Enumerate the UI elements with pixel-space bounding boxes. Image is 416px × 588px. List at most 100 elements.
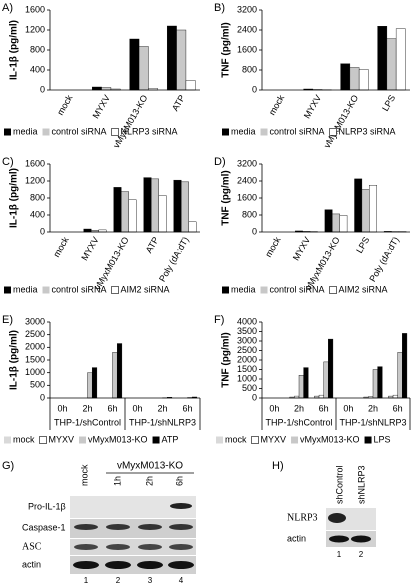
x-tick-label: 0h: [343, 403, 353, 413]
y-tick-label: 0: [40, 392, 45, 402]
y-tick-label: 1200: [25, 175, 45, 185]
legend-swatch: [251, 436, 259, 444]
band: [351, 535, 371, 543]
band: [169, 544, 193, 550]
bar: [372, 369, 378, 399]
y-tick-label: 800: [242, 64, 257, 74]
x-tick-label: ATP: [170, 93, 187, 113]
band: [138, 544, 162, 550]
bar: [181, 181, 189, 233]
bar: [128, 199, 137, 233]
bar: [377, 366, 383, 399]
x-tick-label: vMyxM013-KO: [322, 93, 360, 150]
x-tick-label: MYXV: [302, 93, 323, 120]
x-tick-label: MYXV: [91, 93, 112, 120]
bar: [395, 28, 406, 91]
y-tick-label: 0: [252, 392, 257, 402]
bar: [361, 189, 370, 233]
y-tick-label: 2000: [237, 354, 257, 364]
treatment-label: vMyxM013-KO: [117, 461, 183, 472]
legend-swatch: [291, 436, 299, 444]
y-tick-label: 800: [30, 44, 45, 54]
band: [73, 561, 99, 569]
y-tick-label: 2400: [237, 175, 257, 185]
legend-label: control siRNA: [52, 284, 107, 294]
legend-swatch: [4, 286, 11, 294]
band: [328, 513, 346, 523]
bar: [121, 191, 129, 233]
bar: [377, 26, 388, 91]
row-label: ASC: [22, 541, 42, 552]
y-tick-label: 500: [30, 380, 45, 390]
x-tick-label: 6h: [107, 403, 117, 413]
y-tick-label: 2500: [237, 345, 257, 355]
y-tick-label: 1600: [237, 44, 257, 54]
legend-swatch: [111, 128, 119, 136]
y-tick-label: 2400: [237, 24, 257, 34]
bar: [328, 338, 334, 399]
bar: [185, 80, 196, 91]
panel-label: F): [214, 314, 224, 326]
legend-label: control siRNA: [270, 126, 325, 136]
legend-label: MYXV: [49, 434, 75, 444]
x-tick-label: 0h: [269, 403, 279, 413]
band: [138, 524, 162, 530]
x-tick-label: MYXV: [291, 235, 312, 262]
group-label: THP-1/shControl: [265, 417, 332, 427]
legend-swatch: [364, 436, 372, 444]
legend-label: LPS: [374, 434, 391, 444]
group-label: THP-1/shControl: [54, 417, 121, 427]
legend-swatch: [260, 128, 268, 136]
bar: [91, 86, 102, 91]
bar: [323, 361, 329, 399]
y-axis-title: TNF (pg/ml): [221, 332, 232, 388]
bar: [340, 63, 351, 91]
bar: [87, 372, 93, 399]
y-tick-label: 1200: [25, 24, 45, 34]
panel-label: G): [2, 460, 14, 472]
y-tick-label: 3500: [237, 326, 257, 336]
legend-label: MYXV: [261, 434, 287, 444]
legend-swatch: [4, 128, 11, 136]
bar: [138, 46, 149, 91]
row-label: NLRP3: [287, 512, 318, 523]
legend-label: mock: [225, 434, 247, 444]
bar: [158, 195, 167, 233]
legend-label: AIM2 siRNA: [121, 284, 170, 294]
y-tick-label: 1600: [25, 4, 45, 14]
band: [74, 524, 98, 530]
legend-label: NLRP3 siRNA: [121, 126, 178, 136]
y-tick-label: 2000: [25, 342, 45, 352]
band: [170, 503, 192, 509]
y-tick-label: 1500: [25, 354, 45, 364]
legend-swatch: [260, 286, 268, 294]
panel-label: H): [272, 460, 284, 472]
panel-label: E): [2, 314, 13, 326]
x-tick-label: LPS: [380, 93, 397, 113]
bar: [349, 67, 360, 91]
x-tick-label: 2h: [157, 403, 167, 413]
lane-number: 2: [116, 576, 121, 585]
panel-label: A): [2, 2, 13, 14]
bar: [369, 185, 377, 233]
y-tick-label: 3200: [237, 4, 257, 14]
y-axis-title: IL-1β (pg/ml): [9, 330, 20, 390]
band: [137, 561, 163, 569]
y-tick-label: 400: [30, 209, 45, 219]
y-tick-label: 800: [242, 209, 257, 219]
bar: [332, 213, 340, 233]
bar: [112, 352, 118, 399]
lane-label: 1h: [112, 476, 122, 486]
x-tick-label: LPS: [354, 235, 371, 255]
x-tick-label: 2h: [82, 403, 92, 413]
legend-label: vMyxM013-KO: [300, 434, 360, 444]
legend-swatch: [329, 128, 337, 136]
bar: [129, 38, 140, 91]
x-tick-label: 0h: [132, 403, 142, 413]
band: [168, 561, 194, 569]
legend-label: vMyxM013-KO: [88, 434, 148, 444]
blot-strip: [70, 496, 196, 518]
bar: [113, 187, 122, 233]
legend-swatch: [4, 436, 11, 444]
y-axis-title: TNF (pg/ml): [221, 170, 232, 226]
